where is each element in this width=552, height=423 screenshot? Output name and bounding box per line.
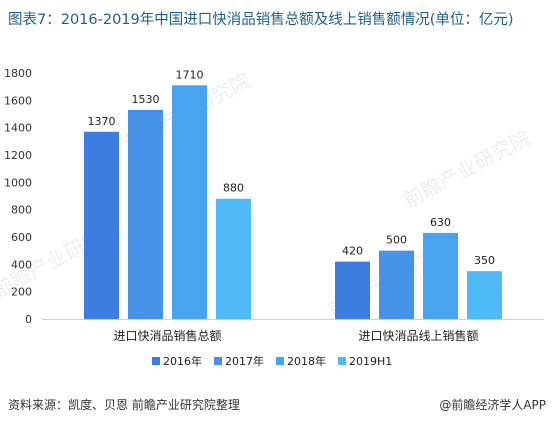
data-label: 420: [342, 245, 363, 258]
y-tick-label: 400: [11, 258, 32, 271]
y-axis: 0 200 400 600 800 1000 1200 1400 1600 1800: [4, 67, 544, 326]
legend-swatch: [338, 357, 346, 365]
bar: [423, 232, 458, 319]
y-tick-label: 800: [11, 204, 32, 217]
y-tick-label: 1200: [4, 149, 32, 162]
credit-note: @前瞻经济学人APP: [439, 398, 546, 412]
bar: [379, 250, 414, 319]
bar: [128, 109, 163, 320]
watermark-text: 前瞻产业研究院: [399, 125, 534, 212]
data-label: 1710: [176, 68, 204, 81]
bars-layer: 1370 1530 1710 880 420 500 630 350: [84, 68, 502, 320]
chart-title: 图表7：2016-2019年中国进口快消品销售总额及线上销售额情况(单位：亿元): [8, 12, 514, 28]
data-label: 1530: [132, 93, 160, 106]
legend-label: 2019H1: [349, 355, 392, 368]
data-label: 1370: [88, 115, 116, 128]
bar: [172, 85, 207, 319]
bar: [467, 271, 502, 319]
legend: 2016年 2017年 2018年 2019H1: [152, 354, 392, 368]
x-category-label: 进口快消品线上销售额: [358, 328, 478, 343]
bar: [216, 198, 251, 319]
source-note: 资料来源：凯度、贝恩 前瞻产业研究院整理: [8, 398, 240, 412]
bar: [335, 261, 370, 319]
legend-label: 2017年: [225, 354, 264, 368]
y-tick-label: 200: [11, 286, 32, 299]
legend-swatch: [276, 357, 284, 365]
x-axis-labels: 进口快消品销售总额 进口快消品线上销售额: [113, 328, 478, 343]
data-label: 630: [430, 216, 451, 229]
y-tick-label: 1000: [4, 176, 32, 189]
x-category-label: 进口快消品销售总额: [113, 328, 221, 343]
legend-label: 2016年: [163, 354, 202, 368]
legend-swatch: [214, 357, 222, 365]
data-label: 880: [223, 182, 244, 195]
y-tick-label: 1400: [4, 122, 32, 135]
y-tick-label: 0: [25, 313, 32, 326]
bar: [84, 131, 119, 319]
y-tick-label: 1800: [4, 67, 32, 80]
y-tick-label: 1600: [4, 94, 32, 107]
data-label: 500: [386, 234, 407, 247]
legend-swatch: [152, 357, 160, 365]
data-label: 350: [474, 254, 495, 267]
legend-label: 2018年: [287, 354, 326, 368]
y-tick-label: 600: [11, 231, 32, 244]
